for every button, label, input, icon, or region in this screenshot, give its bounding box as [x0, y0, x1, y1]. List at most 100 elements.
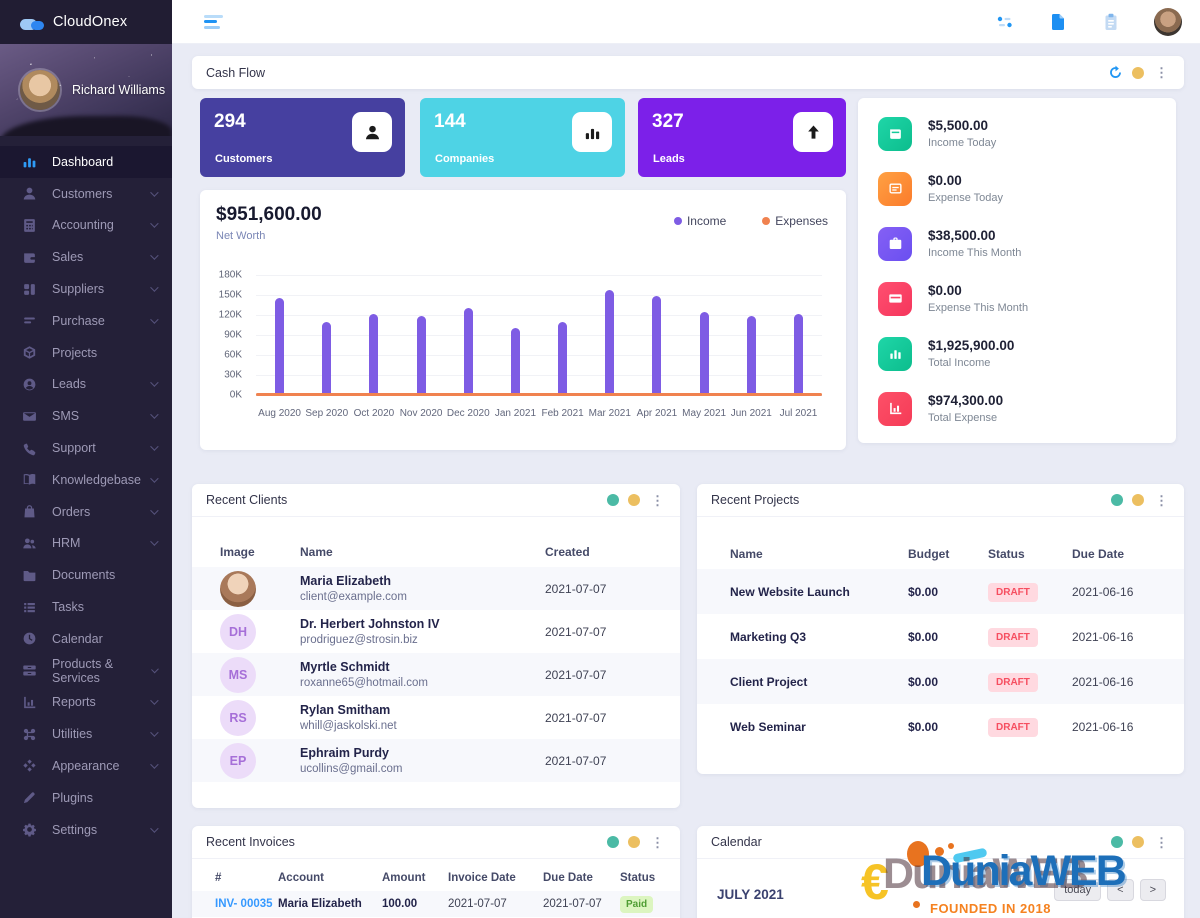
- sidebar-item-label: Leads: [52, 377, 87, 392]
- sidebar-item[interactable]: Support: [0, 432, 172, 464]
- sidebar-item-label: Purchase: [52, 313, 105, 328]
- clipboard-icon[interactable]: [1101, 12, 1121, 32]
- calendar-nav-button[interactable]: <: [1107, 879, 1134, 901]
- table-row[interactable]: MS Myrtle Schmidt roxanne65@hotmail.com …: [192, 653, 680, 696]
- project-budget: $0.00: [908, 584, 939, 599]
- calendar-card: Calendar ⋮ JULY 2021 today<> SunMonTueWe…: [697, 826, 1184, 918]
- sidebar-menu: Dashboard Customers Accounting Sales: [0, 136, 172, 846]
- summary-label: Total Income: [928, 357, 991, 369]
- calendar-nav-button[interactable]: today: [1054, 879, 1102, 901]
- sidebar-item[interactable]: Sales: [0, 241, 172, 273]
- summary-amount: $0.00: [928, 173, 962, 188]
- income-bar: [322, 322, 332, 395]
- sidebar-item[interactable]: Accounting: [0, 210, 172, 242]
- sidebar-item[interactable]: Dashboard: [0, 146, 172, 178]
- sidebar-item[interactable]: Settings: [0, 814, 172, 846]
- legend-dot: [673, 217, 682, 225]
- clients-table-header: Image Name Created: [192, 537, 680, 567]
- credit-card-icon: [878, 281, 912, 316]
- x-tick-label: May 2021: [682, 408, 727, 419]
- client-created: 2021-07-07: [545, 710, 607, 725]
- chevron-down-icon: [150, 251, 159, 261]
- invoice-number-link[interactable]: INV- 00035: [215, 898, 273, 910]
- menu-toggle-icon[interactable]: [204, 12, 224, 31]
- refresh-icon[interactable]: [1108, 65, 1123, 80]
- column-header: Status: [988, 547, 1025, 561]
- project-name: New Website Launch: [730, 584, 850, 599]
- table-row[interactable]: EP Ephraim Purdy ucollins@gmail.com 2021…: [192, 739, 680, 782]
- client-avatar: [220, 570, 256, 607]
- sidebar-item[interactable]: Tasks: [0, 591, 172, 623]
- chevron-down-icon: [150, 728, 159, 738]
- stat-card[interactable]: 294 Customers: [200, 98, 405, 177]
- table-row[interactable]: DH Dr. Herbert Johnston IV prodriguez@st…: [192, 610, 680, 653]
- sidebar-item[interactable]: Customers: [0, 178, 172, 210]
- client-email: client@example.com: [300, 591, 407, 603]
- networth-chart-card: $951,600.00 Net Worth Income Expenses 18…: [200, 190, 846, 450]
- sidebar-item[interactable]: SMS: [0, 400, 172, 432]
- table-row[interactable]: Marketing Q3 $0.00 DRAFT 2021-06-16: [697, 614, 1184, 659]
- chevron-down-icon: [150, 283, 159, 292]
- cashflow-panel-header: Cash Flow ⋮: [192, 56, 1184, 89]
- kebab-menu-icon[interactable]: ⋮: [1155, 65, 1168, 80]
- quick-settings-icon[interactable]: [995, 12, 1015, 32]
- chevron-down-icon: [150, 665, 159, 674]
- chevron-down-icon: [150, 696, 159, 706]
- user-profile[interactable]: Richard Williams: [0, 44, 172, 136]
- chart-plot: [256, 275, 822, 396]
- sidebar-item[interactable]: Calendar: [0, 623, 172, 655]
- sidebar-item[interactable]: Orders: [0, 496, 172, 528]
- sidebar-item[interactable]: Plugins: [0, 782, 172, 814]
- kebab-menu-icon[interactable]: ⋮: [651, 492, 664, 508]
- status-badge: DRAFT: [988, 582, 1038, 602]
- chart-legend: Income Expenses: [673, 214, 828, 228]
- sidebar-item[interactable]: Projects: [0, 337, 172, 369]
- projects-table-header: Name Budget Status Due Date: [697, 539, 1184, 569]
- x-tick-label: Jun 2021: [730, 408, 772, 419]
- income-summary-card: $5,500.00 Income Today $0.00 Expense Tod…: [858, 98, 1176, 443]
- column-header: Due Date: [1072, 547, 1125, 561]
- column-header: #: [215, 872, 222, 884]
- legend-label: Expenses: [775, 214, 828, 228]
- recent-clients-card: Recent Clients ⋮ Image Name Created Maria …: [192, 484, 680, 808]
- client-email: roxanne65@hotmail.com: [300, 677, 429, 689]
- stat-card[interactable]: 327 Leads: [638, 98, 846, 177]
- client-email: whill@jaskolski.net: [300, 720, 397, 732]
- calendar-nav-button[interactable]: >: [1139, 879, 1166, 901]
- sidebar-item[interactable]: Documents: [0, 559, 172, 591]
- sidebar-item[interactable]: Suppliers: [0, 273, 172, 305]
- cashflow-title: Cash Flow: [206, 65, 266, 80]
- sidebar-item[interactable]: Leads: [0, 369, 172, 401]
- recent-clients-title: Recent Clients: [206, 493, 288, 507]
- sidebar-item[interactable]: Utilities: [0, 718, 172, 750]
- topbar-avatar[interactable]: [1154, 7, 1182, 36]
- gridline: [256, 355, 822, 356]
- projects-table-body: New Website Launch $0.00 DRAFT 2021-06-1…: [697, 569, 1184, 749]
- calendar-toolbar: today < >: [1054, 879, 1166, 901]
- user-name: Richard Williams: [72, 83, 166, 97]
- sidebar-item[interactable]: Purchase: [0, 305, 172, 337]
- bars-axis-icon: [878, 391, 912, 426]
- sidebar-item[interactable]: Products & Services: [0, 655, 172, 687]
- client-name: Ephraim Purdy: [300, 746, 389, 760]
- kebab-menu-icon[interactable]: ⋮: [651, 834, 664, 850]
- table-row[interactable]: Client Project $0.00 DRAFT 2021-06-16: [697, 659, 1184, 704]
- status-dot-teal: [1111, 836, 1123, 848]
- kebab-menu-icon[interactable]: ⋮: [1155, 492, 1168, 508]
- stat-card[interactable]: 144 Companies: [420, 98, 625, 177]
- file-icon[interactable]: [1048, 12, 1068, 32]
- income-bar: [510, 327, 520, 395]
- topbar: [172, 0, 1200, 44]
- table-row[interactable]: New Website Launch $0.00 DRAFT 2021-06-1…: [697, 569, 1184, 614]
- kebab-menu-icon[interactable]: ⋮: [1155, 834, 1168, 850]
- invoice-account: Maria Elizabeth: [278, 898, 362, 910]
- income-bar: [605, 290, 615, 395]
- table-row[interactable]: Maria Elizabeth client@example.com 2021-…: [192, 567, 680, 610]
- sidebar-item[interactable]: Reports: [0, 687, 172, 719]
- table-row[interactable]: RS Rylan Smitham whill@jaskolski.net 202…: [192, 696, 680, 739]
- table-row[interactable]: Web Seminar $0.00 DRAFT 2021-06-16: [697, 704, 1184, 749]
- sidebar-item[interactable]: HRM: [0, 528, 172, 560]
- sidebar-item[interactable]: Knowledgebase: [0, 464, 172, 496]
- sidebar-item[interactable]: Appearance: [0, 750, 172, 782]
- income-bar: [275, 298, 285, 395]
